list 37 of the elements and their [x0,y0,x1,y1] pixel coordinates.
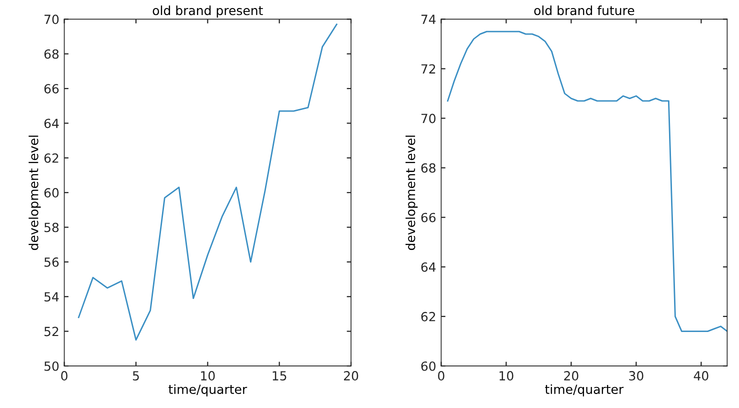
x-tick-label: 40 [694,371,708,381]
y-tick-label: 74 [421,14,436,24]
y-tick-label: 56 [44,257,59,267]
x-tick-label: 0 [438,371,444,381]
y-tick-label: 60 [44,188,59,198]
y-tick-label: 70 [44,14,59,24]
x-tick-label: 15 [272,371,286,381]
y-tick-label: 64 [421,262,436,272]
y-tick-label: 58 [44,222,59,232]
y-axis-title: development level [28,136,41,250]
y-axis-title: development level [406,136,418,250]
chart-title: old brand future [534,6,634,16]
y-tick-label: 62 [421,312,436,322]
chart-title: old brand present [152,6,263,18]
x-tick-label: 30 [629,371,644,381]
y-tick-label: 68 [44,49,59,59]
y-tick-label: 62 [44,153,58,163]
x-axis-title: time/quarter [545,384,624,396]
line-series [446,30,728,332]
x-tick-label: 5 [132,371,139,381]
y-tick-label: 70 [421,114,436,124]
x-tick-label: 10 [500,371,514,381]
line-series [78,24,338,341]
x-tick-label: 0 [61,371,68,381]
y-tick-label: 66 [44,84,59,94]
y-tick-label: 50 [44,361,59,371]
y-tick-label: 60 [421,361,436,371]
x-axis-title: time/quarter [168,384,248,396]
y-tick-label: 68 [421,163,436,173]
y-tick-label: 72 [421,64,436,74]
y-tick-label: 52 [44,326,58,336]
y-tick-label: 54 [44,292,59,302]
y-tick-label: 66 [421,212,436,222]
x-tick-label: 20 [564,371,578,381]
y-tick-label: 64 [44,118,59,128]
x-tick-label: 20 [344,371,358,381]
x-tick-label: 10 [201,371,215,381]
